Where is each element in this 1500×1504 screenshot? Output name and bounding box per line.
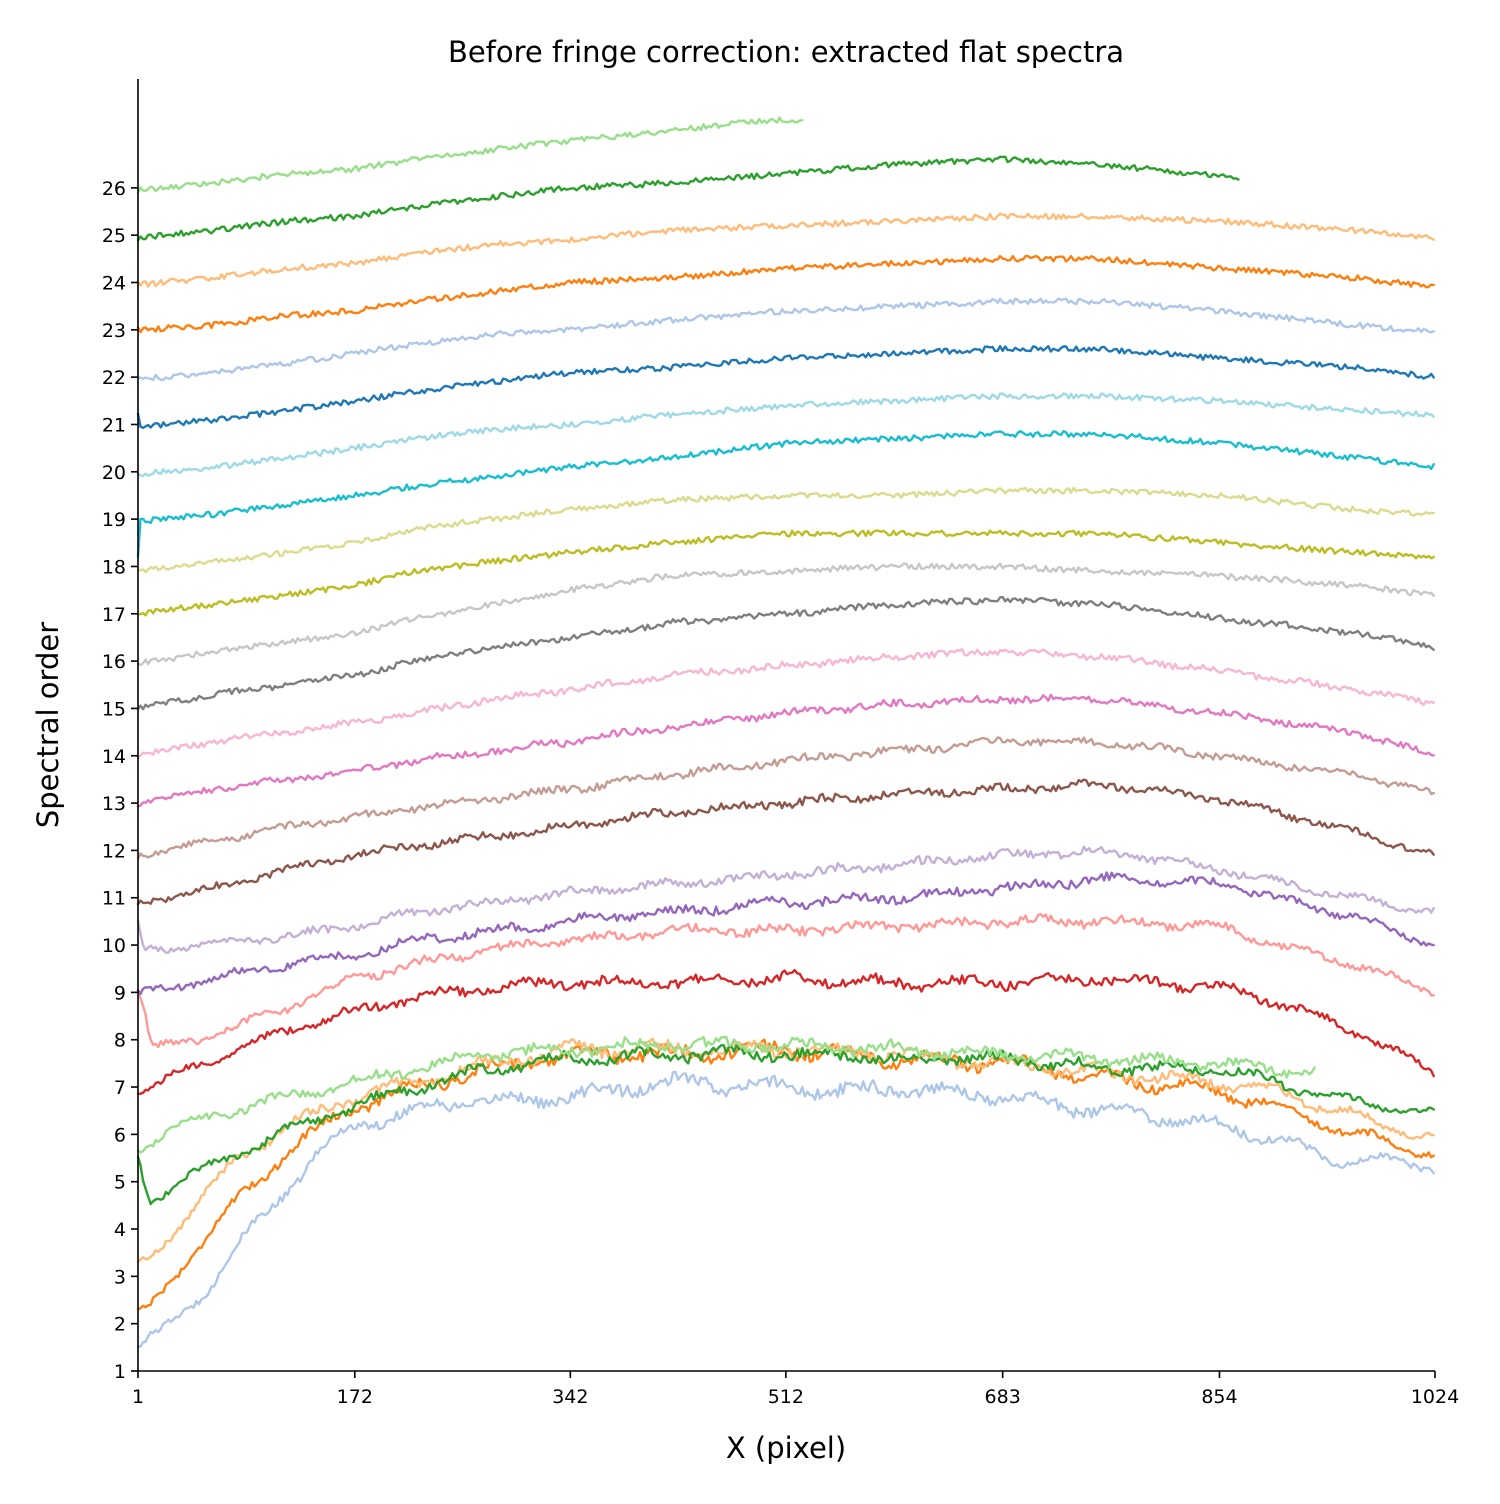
y-tick-label: 24: [102, 273, 126, 295]
series-line-16: [136, 529, 1435, 617]
series-line-19: [136, 392, 1435, 477]
x-tick-label: 1024: [1411, 1386, 1459, 1408]
y-tick-label: 25: [102, 225, 126, 247]
series-group: [136, 116, 1435, 1349]
y-tick-label: 5: [114, 1172, 126, 1194]
series-line-14: [136, 595, 1435, 711]
y-tick-label: 19: [102, 509, 126, 531]
x-ticks: 1 172 342 512 683 854 1024: [132, 1371, 1459, 1408]
x-tick-label: 172: [337, 1386, 373, 1408]
y-tick-label: 2: [114, 1314, 126, 1336]
y-tick-label: 17: [102, 604, 126, 626]
series-line-23: [136, 212, 1435, 288]
x-tick-label: 342: [552, 1386, 588, 1408]
y-tick-label: 10: [102, 935, 126, 957]
y-tick-label: 18: [102, 556, 126, 578]
series-line-11: [136, 736, 1435, 860]
y-tick-label: 23: [102, 320, 126, 342]
series-line-10: [136, 778, 1435, 906]
y-tick-label: 6: [114, 1124, 126, 1146]
y-tick-label: 14: [102, 746, 126, 768]
y-tick-label: 3: [114, 1266, 126, 1288]
y-tick-label: 11: [102, 888, 126, 910]
y-tick-label: 20: [102, 462, 126, 484]
y-tick-label: 1: [114, 1361, 126, 1383]
y-tick-label: 9: [114, 982, 126, 1004]
series-line-18: [136, 430, 1435, 558]
series-line-20: [136, 345, 1435, 429]
y-tick-label: 12: [102, 840, 126, 862]
y-ticks: 1234567891011121314151617181920212223242…: [102, 178, 138, 1383]
y-tick-label: 21: [102, 414, 126, 436]
y-tick-label: 22: [102, 367, 126, 389]
series-line-21: [136, 297, 1435, 382]
series-line-9: [136, 845, 1435, 954]
series-line-7: [136, 913, 1435, 1049]
y-axis-title: Spectral order: [31, 622, 65, 828]
series-line-25: [136, 116, 804, 194]
x-tick-label: 683: [985, 1386, 1021, 1408]
series-line-12: [136, 693, 1435, 808]
series-line-4: [136, 1043, 1435, 1206]
y-tick-label: 26: [102, 178, 126, 200]
series-line-1: [136, 1070, 1435, 1349]
series-line-22: [136, 254, 1435, 334]
series-line-17: [136, 486, 1435, 574]
y-tick-label: 13: [102, 793, 126, 815]
x-tick-label: 1: [132, 1386, 144, 1408]
x-axis-title: X (pixel): [726, 1431, 846, 1465]
series-line-8: [136, 871, 1435, 996]
series-line-24: [136, 155, 1240, 242]
chart-title: Before fringe correction: extracted flat…: [448, 35, 1124, 69]
y-tick-label: 8: [114, 1030, 126, 1052]
series-line-5: [136, 1035, 1316, 1154]
series-line-13: [136, 648, 1435, 759]
y-tick-label: 4: [114, 1219, 126, 1241]
series-line-15: [136, 562, 1435, 667]
y-tick-label: 7: [114, 1077, 126, 1099]
y-tick-label: 16: [102, 651, 126, 673]
series-line-2: [136, 1038, 1435, 1311]
series-line-6: [136, 968, 1435, 1096]
x-tick-label: 854: [1201, 1386, 1237, 1408]
y-tick-label: 15: [102, 698, 126, 720]
x-tick-label: 512: [768, 1386, 804, 1408]
